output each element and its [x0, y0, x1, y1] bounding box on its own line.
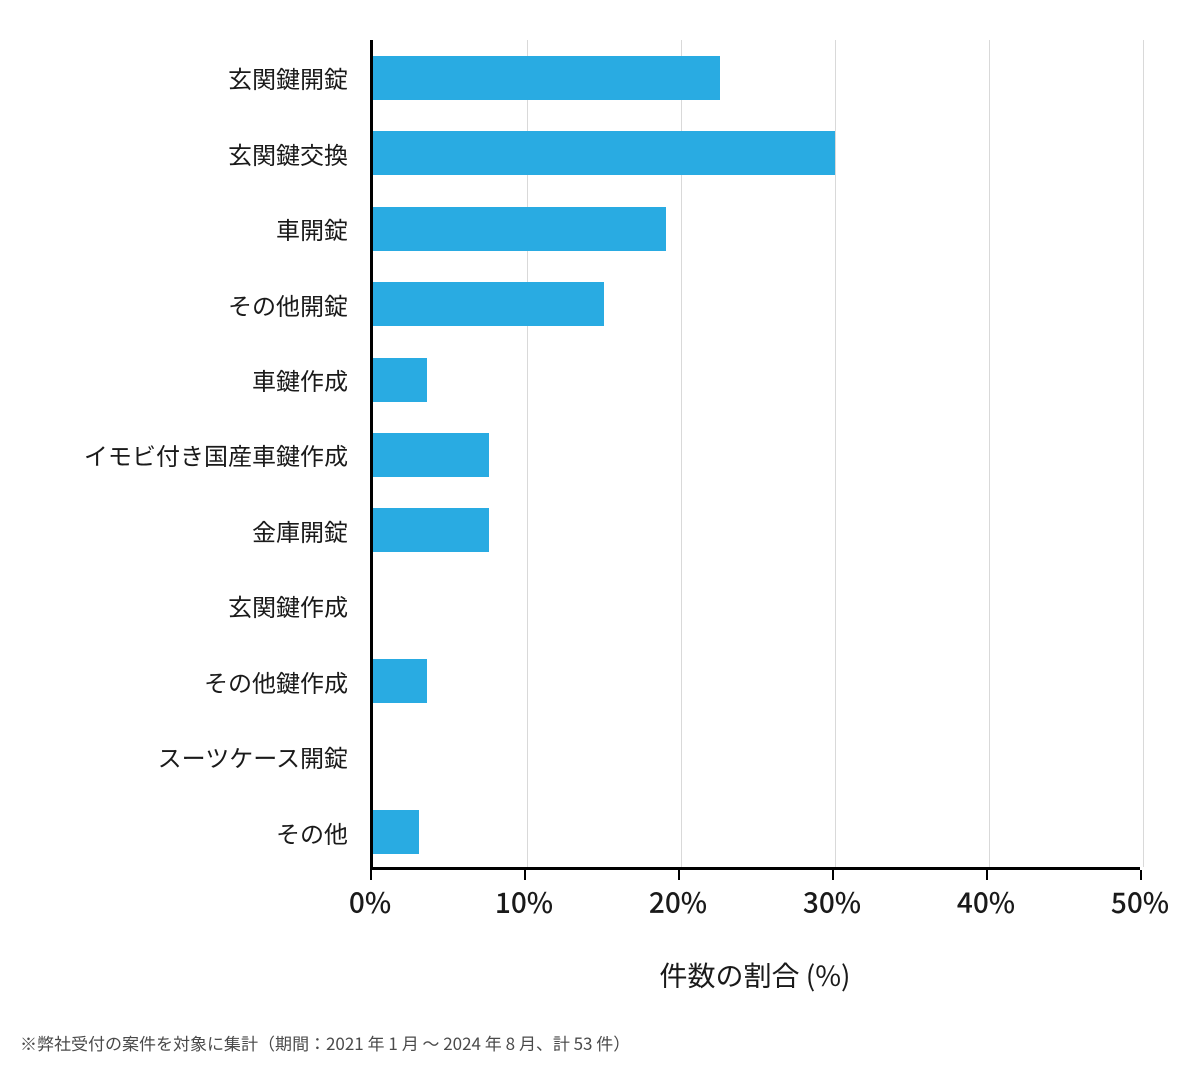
bar-row	[373, 342, 427, 417]
bar	[373, 810, 419, 854]
x-tick-label: 0%	[349, 882, 391, 922]
y-axis-label: 車開錠	[20, 191, 360, 266]
bar	[373, 56, 720, 100]
x-axis-title: 件数の割合 (%)	[370, 955, 1140, 995]
y-axis-label: 玄関鍵開錠	[20, 40, 360, 115]
x-tick	[370, 870, 372, 880]
bar-row	[373, 191, 666, 266]
gridline	[1143, 40, 1144, 867]
y-axis-label: スーツケース開錠	[20, 719, 360, 794]
y-axis-label: イモビ付き国産車鍵作成	[20, 417, 360, 492]
x-tick	[832, 870, 834, 880]
plot-area	[370, 40, 1140, 870]
x-tick-label: 50%	[1111, 882, 1169, 922]
bar-row	[373, 493, 489, 568]
bar	[373, 358, 427, 402]
y-axis-label: その他開錠	[20, 266, 360, 341]
bar	[373, 508, 489, 552]
bar	[373, 433, 489, 477]
bar	[373, 282, 604, 326]
bar-row	[373, 266, 604, 341]
y-axis-labels: 玄関鍵開錠玄関鍵交換車開錠その他開錠車鍵作成イモビ付き国産車鍵作成金庫開錠玄関鍵…	[20, 40, 360, 870]
bar	[373, 207, 666, 251]
bar-row	[373, 417, 489, 492]
bar	[373, 659, 427, 703]
y-axis-label: その他	[20, 795, 360, 870]
chart-footnote: ※弊社受付の案件を対象に集計（期間：2021 年 1 月 ～ 2024 年 8 …	[20, 1030, 1180, 1055]
x-tick	[986, 870, 988, 880]
bars-group	[373, 40, 1140, 867]
x-tick-label: 40%	[957, 882, 1015, 922]
y-axis-label: 玄関鍵作成	[20, 568, 360, 643]
chart-area: 玄関鍵開錠玄関鍵交換車開錠その他開錠車鍵作成イモビ付き国産車鍵作成金庫開錠玄関鍵…	[20, 20, 1180, 920]
x-axis-ticks: 0%10%20%30%40%50%	[370, 870, 1140, 920]
bar-row	[373, 795, 419, 870]
bar	[373, 131, 835, 175]
x-tick-label: 20%	[649, 882, 707, 922]
y-axis-label: その他鍵作成	[20, 644, 360, 719]
x-tick	[1140, 870, 1142, 880]
y-axis-label: 金庫開錠	[20, 493, 360, 568]
x-tick	[678, 870, 680, 880]
x-tick-label: 30%	[803, 882, 861, 922]
bar-row	[373, 40, 720, 115]
y-axis-label: 車鍵作成	[20, 342, 360, 417]
chart-container: 玄関鍵開錠玄関鍵交換車開錠その他開錠車鍵作成イモビ付き国産車鍵作成金庫開錠玄関鍵…	[20, 20, 1180, 1055]
bar-row	[373, 115, 835, 190]
x-tick-label: 10%	[495, 882, 553, 922]
bar-row	[373, 644, 427, 719]
y-axis-label: 玄関鍵交換	[20, 115, 360, 190]
x-tick	[524, 870, 526, 880]
